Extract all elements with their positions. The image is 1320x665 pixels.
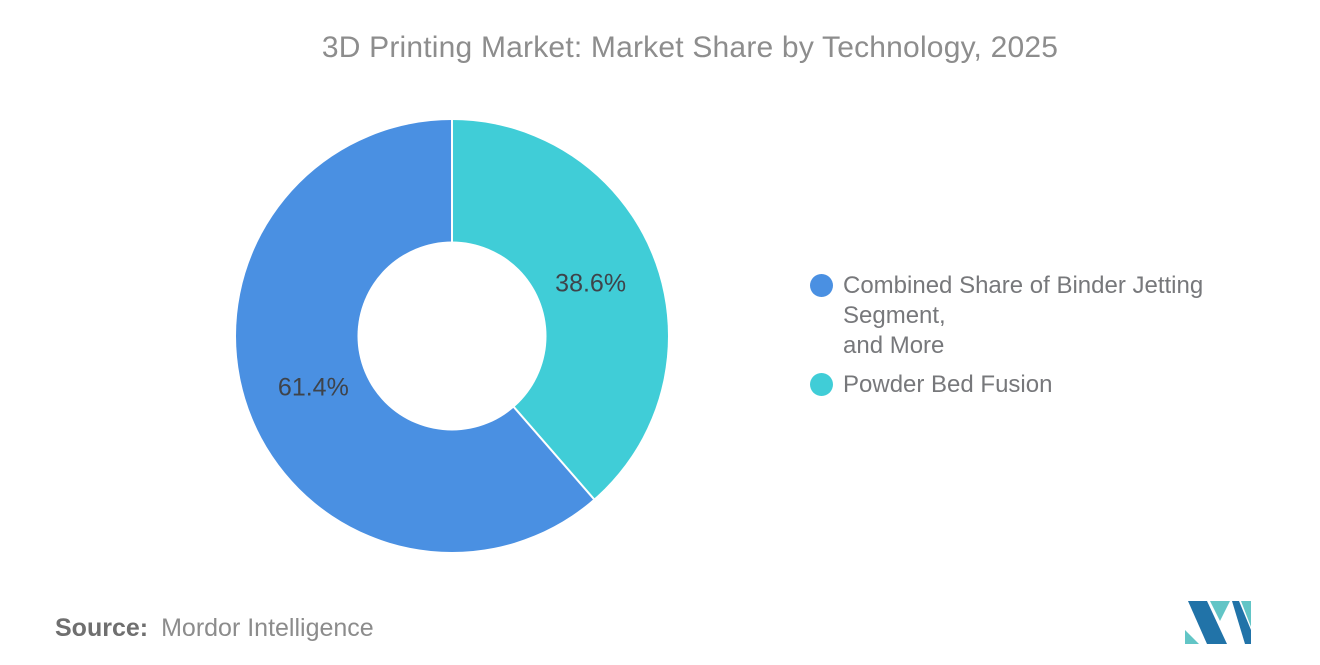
legend-dot-blue-icon [810,274,833,297]
legend-item-binder-jetting: Combined Share of Binder Jetting Segment… [810,271,1303,361]
mordor-intelligence-logo-icon [1185,601,1251,644]
legend-dot-teal-icon [810,373,833,396]
source-row: Source: Mordor Intelligence [55,614,374,643]
donut-chart: 38.6% 61.4% [236,120,668,552]
chart-title: 3D Printing Market: Market Share by Tech… [321,31,1059,64]
logo-shape [1232,601,1251,644]
legend-label: Combined Share of Binder Jetting Segment… [843,272,1204,359]
source-label: Source: [55,614,149,642]
legend-label: Powder Bed Fusion [843,371,1053,398]
legend-item-powder-bed-fusion: Powder Bed Fusion [810,370,1303,400]
source-value: Mordor Intelligence [161,614,374,642]
logo-shape [1188,601,1227,644]
logo-shape [1185,630,1199,644]
donut-hole [357,241,547,431]
logo-shape [1241,601,1251,627]
slice-border [451,120,453,336]
slice-label: 61.4% [277,373,349,402]
slice-label: 38.6% [555,269,627,298]
legend: Combined Share of Binder Jetting Segment… [810,271,1303,409]
logo-shape [1210,601,1230,621]
